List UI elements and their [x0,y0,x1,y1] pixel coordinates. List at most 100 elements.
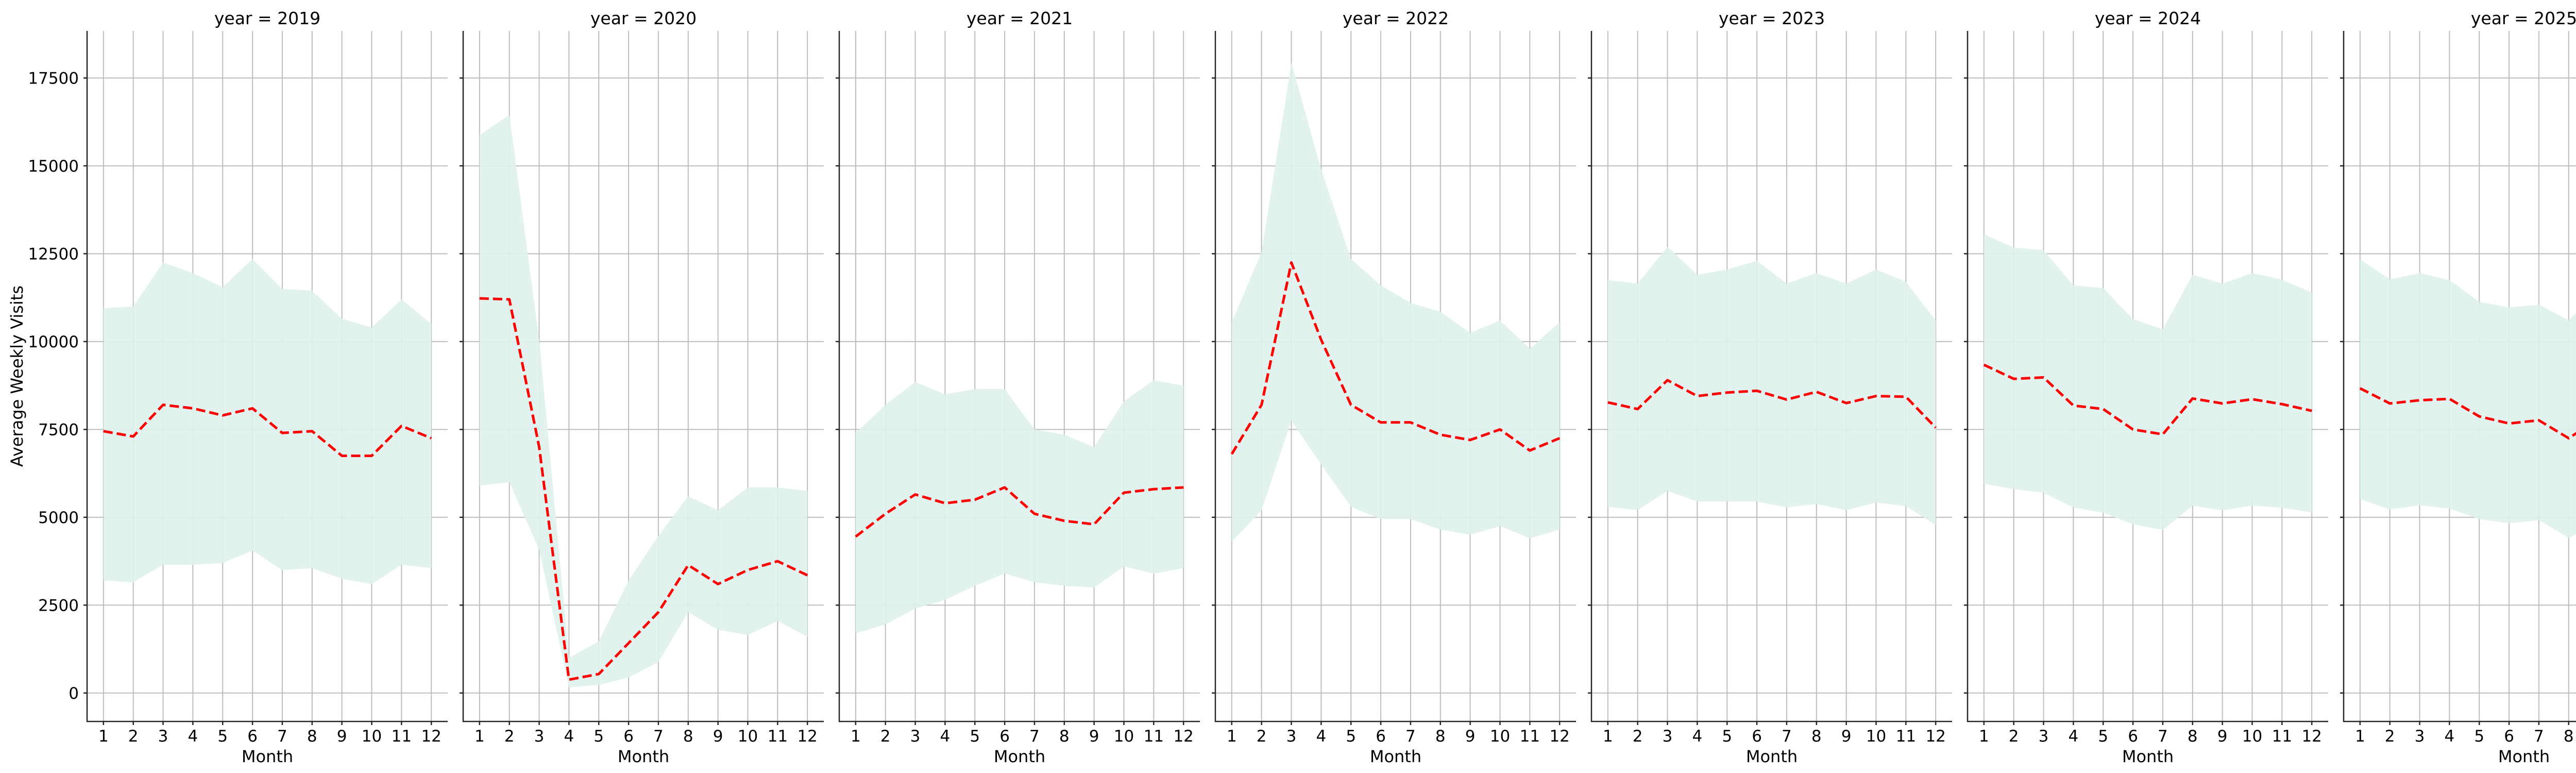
facet-title: year = 2025 [2471,8,2576,28]
x-tick-label: 3 [1286,727,1297,746]
x-tick-label: 6 [623,727,634,746]
x-axis-label: Month [2122,747,2174,766]
percentile-band [1231,63,1560,542]
x-tick-label: 9 [337,727,347,746]
x-tick-label: 10 [1490,727,1510,746]
facet-title: year = 2022 [1343,8,1449,28]
x-tick-label: 12 [797,727,817,746]
x-tick-label: 11 [392,727,412,746]
x-tick-label: 4 [940,727,951,746]
x-tick-label: 5 [2098,727,2108,746]
x-tick-label: 1 [1979,727,1989,746]
y-tick-label: 2500 [38,596,79,615]
percentile-band [855,380,1184,633]
x-tick-label: 11 [1520,727,1540,746]
x-tick-label: 7 [2158,727,2168,746]
x-tick-label: 7 [1782,727,1792,746]
y-tick-label: 15000 [28,157,79,176]
x-tick-label: 8 [2188,727,2198,746]
x-tick-label: 1 [851,727,861,746]
x-tick-label: 6 [247,727,258,746]
x-tick-label: 2 [504,727,515,746]
x-axis-label: Month [1746,747,1798,766]
x-tick-label: 4 [564,727,574,746]
median-line [1230,261,1561,455]
x-tick-label: 12 [1549,727,1569,746]
x-tick-label: 12 [421,727,441,746]
x-axis-label: Month [1370,747,1421,766]
x-tick-label: 4 [2445,727,2455,746]
x-tick-label: 12 [1173,727,1193,746]
x-tick-label: 1 [1227,727,1237,746]
facet-title: year = 2021 [967,8,1073,28]
x-tick-label: 8 [1435,727,1446,746]
x-tick-label: 9 [1465,727,1476,746]
x-tick-label: 12 [2301,727,2321,746]
median-line [103,404,432,457]
x-tick-label: 5 [594,727,604,746]
x-tick-label: 1 [1603,727,1613,746]
percentile-band [103,259,432,584]
x-axis-label: Month [242,747,293,766]
x-tick-label: 2 [880,727,891,746]
x-tick-label: 3 [158,727,168,746]
median-line [1607,379,1937,429]
x-tick-label: 3 [534,727,545,746]
median-line [2359,387,2576,440]
y-tick-label: 12500 [28,245,79,263]
median-line [1983,363,2312,436]
x-tick-label: 6 [1376,727,1386,746]
x-tick-label: 10 [362,727,382,746]
facet-title: year = 2023 [1719,8,1825,28]
x-tick-label: 2 [1633,727,1643,746]
x-tick-label: 10 [738,727,758,746]
x-tick-label: 10 [1114,727,1134,746]
percentile-band [479,114,808,687]
x-tick-label: 7 [2534,727,2544,746]
x-tick-label: 5 [1346,727,1356,746]
x-tick-label: 6 [999,727,1010,746]
x-tick-label: 4 [1692,727,1703,746]
x-tick-label: 3 [2039,727,2049,746]
x-tick-label: 7 [1405,727,1416,746]
x-tick-label: 6 [1752,727,1762,746]
percentile-band [2360,259,2576,539]
x-tick-label: 11 [1144,727,1164,746]
x-tick-label: 8 [2564,727,2574,746]
x-tick-label: 1 [2355,727,2365,746]
x-tick-label: 8 [307,727,317,746]
x-tick-label: 9 [1841,727,1852,746]
x-tick-label: 9 [2217,727,2228,746]
x-tick-label: 7 [1029,727,1040,746]
x-tick-label: 1 [474,727,485,746]
x-tick-label: 6 [2504,727,2514,746]
x-axis-label: Month [618,747,669,766]
x-tick-label: 7 [653,727,664,746]
y-axis-label: Average Weekly Visits [7,285,27,467]
x-tick-label: 10 [1866,727,1886,746]
x-tick-label: 2 [2009,727,2019,746]
x-tick-label: 4 [188,727,198,746]
x-tick-label: 3 [2415,727,2425,746]
x-tick-label: 11 [1896,727,1916,746]
facet-title: year = 2024 [2095,8,2201,28]
x-tick-label: 2 [1257,727,1267,746]
x-tick-label: 5 [970,727,980,746]
y-tick-label: 17500 [28,69,79,88]
x-tick-label: 10 [2242,727,2262,746]
x-tick-label: 1 [98,727,109,746]
x-tick-label: 8 [1059,727,1070,746]
x-tick-label: 9 [1089,727,1099,746]
x-tick-label: 11 [768,727,788,746]
x-tick-label: 2 [2385,727,2395,746]
percentile-band [1607,246,1936,525]
x-tick-label: 9 [713,727,723,746]
x-tick-label: 11 [2272,727,2292,746]
facet-title: year = 2019 [214,8,320,28]
